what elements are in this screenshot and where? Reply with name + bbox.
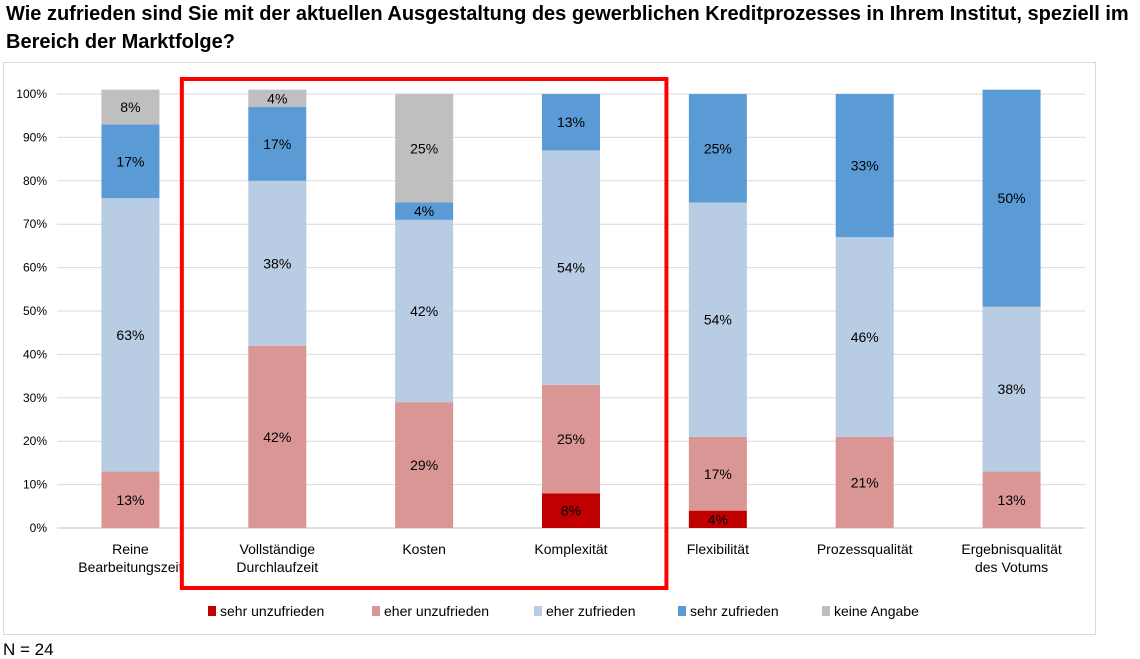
bar-segment	[248, 89, 307, 108]
bar-segment	[688, 436, 747, 511]
bar-segment	[835, 436, 894, 528]
data-label: 42%	[263, 429, 291, 445]
legend-label: sehr unzufrieden	[220, 603, 324, 619]
data-label: 21%	[851, 474, 879, 490]
bar-segment	[542, 384, 600, 494]
data-label: 17%	[704, 466, 732, 482]
legend: sehr unzufrieden eher unzufrieden eher zuf…	[208, 603, 919, 619]
legend-swatch	[372, 606, 380, 616]
bar-segment	[248, 107, 307, 181]
bar-segment	[248, 180, 307, 346]
data-label: 4%	[708, 511, 728, 527]
bar-segment	[688, 510, 747, 528]
data-label: 4%	[414, 203, 434, 219]
data-label: 54%	[557, 260, 585, 276]
y-tick-label: 90%	[23, 130, 47, 144]
data-label: 13%	[557, 114, 585, 130]
bar-segment	[835, 237, 894, 437]
bar-segment	[542, 94, 600, 151]
bar-segment	[395, 94, 454, 203]
category-label: Bearbeitungszeit	[78, 559, 182, 575]
bar-segment	[982, 471, 1041, 528]
category-label: Komplexität	[534, 541, 607, 557]
bar-segment	[982, 89, 1041, 307]
y-tick-label: 20%	[23, 434, 47, 448]
data-label: 25%	[557, 431, 585, 447]
bar-segment	[395, 402, 454, 528]
data-label: 63%	[116, 327, 144, 343]
data-label: 8%	[561, 503, 581, 519]
bar-segment	[542, 493, 600, 528]
bar-segment	[101, 198, 160, 472]
data-label: 29%	[410, 457, 438, 473]
bar-segment	[542, 150, 600, 385]
chart-title: Wie zufrieden sind Sie mit der aktuellen…	[6, 3, 1129, 53]
legend-item: keine Angabe	[822, 603, 919, 619]
legend-item: eher zufrieden	[534, 603, 636, 619]
data-label: 17%	[263, 136, 291, 152]
highlight-box	[179, 77, 669, 590]
category-label: Reine	[112, 541, 149, 557]
y-axis: 0% 10% 20% 30% 40% 50% 60% 70% 80% 90% 100%	[16, 87, 47, 535]
sample-size-note: N = 24	[3, 640, 54, 659]
category-label: des Votums	[975, 559, 1048, 575]
legend-item: sehr unzufrieden	[208, 603, 324, 619]
data-label: 38%	[998, 381, 1026, 397]
y-tick-label: 70%	[23, 217, 47, 231]
legend-item: eher unzufrieden	[372, 603, 489, 619]
y-tick-label: 30%	[23, 391, 47, 405]
y-tick-label: 60%	[23, 261, 47, 275]
legend-swatch	[534, 606, 542, 616]
legend-label: eher zufrieden	[546, 603, 636, 619]
data-label: 17%	[116, 153, 144, 169]
data-label: 25%	[704, 140, 732, 156]
category-label: Ergebnisqualität	[961, 541, 1062, 557]
y-tick-label: 10%	[23, 478, 47, 492]
data-label: 4%	[267, 90, 287, 106]
bar-segment	[248, 345, 307, 528]
bar-segment	[982, 306, 1041, 472]
category-label: Prozessqualität	[817, 541, 913, 557]
data-label: 13%	[116, 492, 144, 508]
bar-segment	[101, 89, 160, 125]
x-axis-categories: Reine Bearbeitungszeit Vollständige Durchla…	[78, 541, 1062, 575]
category-label: Durchlaufzeit	[236, 559, 318, 575]
data-label: 42%	[410, 303, 438, 319]
bars: 13% 63% 17% 8% 42% 38% 17% 4% 29% 42% 4% 25% 8% 25% 54…	[101, 89, 1041, 528]
highlight-rectangle	[179, 77, 669, 590]
data-label: 13%	[998, 492, 1026, 508]
data-label: 33%	[851, 158, 879, 174]
data-label: 25%	[410, 140, 438, 156]
data-label: 8%	[120, 99, 140, 115]
bar-segment	[395, 202, 454, 220]
legend-label: sehr zufrieden	[690, 603, 779, 619]
y-tick-label: 0%	[30, 521, 48, 535]
legend-label: keine Angabe	[834, 603, 919, 619]
chart-frame	[3, 62, 1096, 635]
data-label: 54%	[704, 312, 732, 328]
legend-item: sehr zufrieden	[678, 603, 779, 619]
y-tick-label: 80%	[23, 174, 47, 188]
y-tick-label: 50%	[23, 304, 47, 318]
category-label: Vollständige	[240, 541, 316, 557]
category-label: Kosten	[402, 541, 446, 557]
bar-segment	[101, 471, 160, 528]
bar-segment	[835, 94, 894, 238]
legend-label: eher unzufrieden	[384, 603, 489, 619]
data-label: 46%	[851, 329, 879, 345]
bar-segment	[688, 202, 747, 437]
legend-swatch	[822, 606, 830, 616]
y-tick-label: 40%	[23, 347, 47, 361]
y-tick-label: 100%	[16, 87, 47, 101]
bar-segment	[688, 94, 747, 203]
bar-segment	[395, 219, 454, 403]
data-label: 50%	[998, 190, 1026, 206]
bar-segment	[101, 124, 160, 199]
category-label: Flexibilität	[687, 541, 749, 557]
data-label: 38%	[263, 255, 291, 271]
legend-swatch	[678, 606, 686, 616]
legend-swatch	[208, 606, 216, 616]
